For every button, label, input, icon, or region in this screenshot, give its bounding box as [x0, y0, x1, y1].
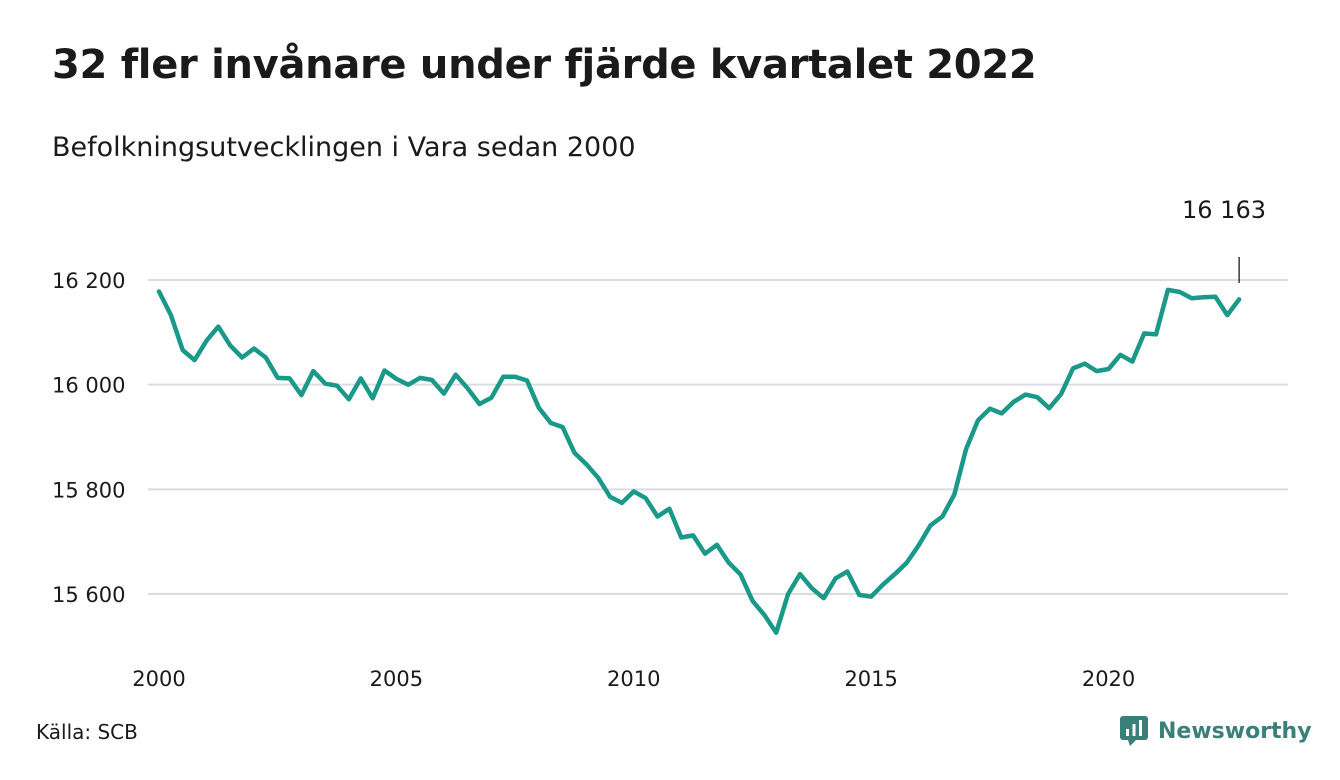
x-tick-label: 2000 [132, 667, 185, 691]
y-tick-label: 15 800 [52, 478, 125, 502]
x-tick-label: 2010 [607, 667, 660, 691]
x-tick-label: 2015 [844, 667, 897, 691]
y-tick-label: 16 000 [52, 374, 125, 398]
y-tick-label: 16 200 [52, 269, 125, 293]
y-tick-label: 15 600 [52, 583, 125, 607]
series-line [156, 287, 1242, 635]
chart-subtitle: Befolkningsutvecklingen i Vara sedan 200… [52, 132, 636, 163]
x-tick-label: 2020 [1082, 667, 1135, 691]
brand-name: Newsworthy [1158, 718, 1312, 744]
source-note: Källa: SCB [36, 720, 138, 744]
brand-logo: Newsworthy [1120, 714, 1312, 748]
x-tick-label: 2005 [370, 667, 423, 691]
annotation-label: 16 163 [1182, 196, 1266, 224]
newsworthy-logo-icon [1120, 716, 1148, 746]
chart-title: 32 fler invånare under fjärde kvartalet … [52, 42, 1037, 88]
